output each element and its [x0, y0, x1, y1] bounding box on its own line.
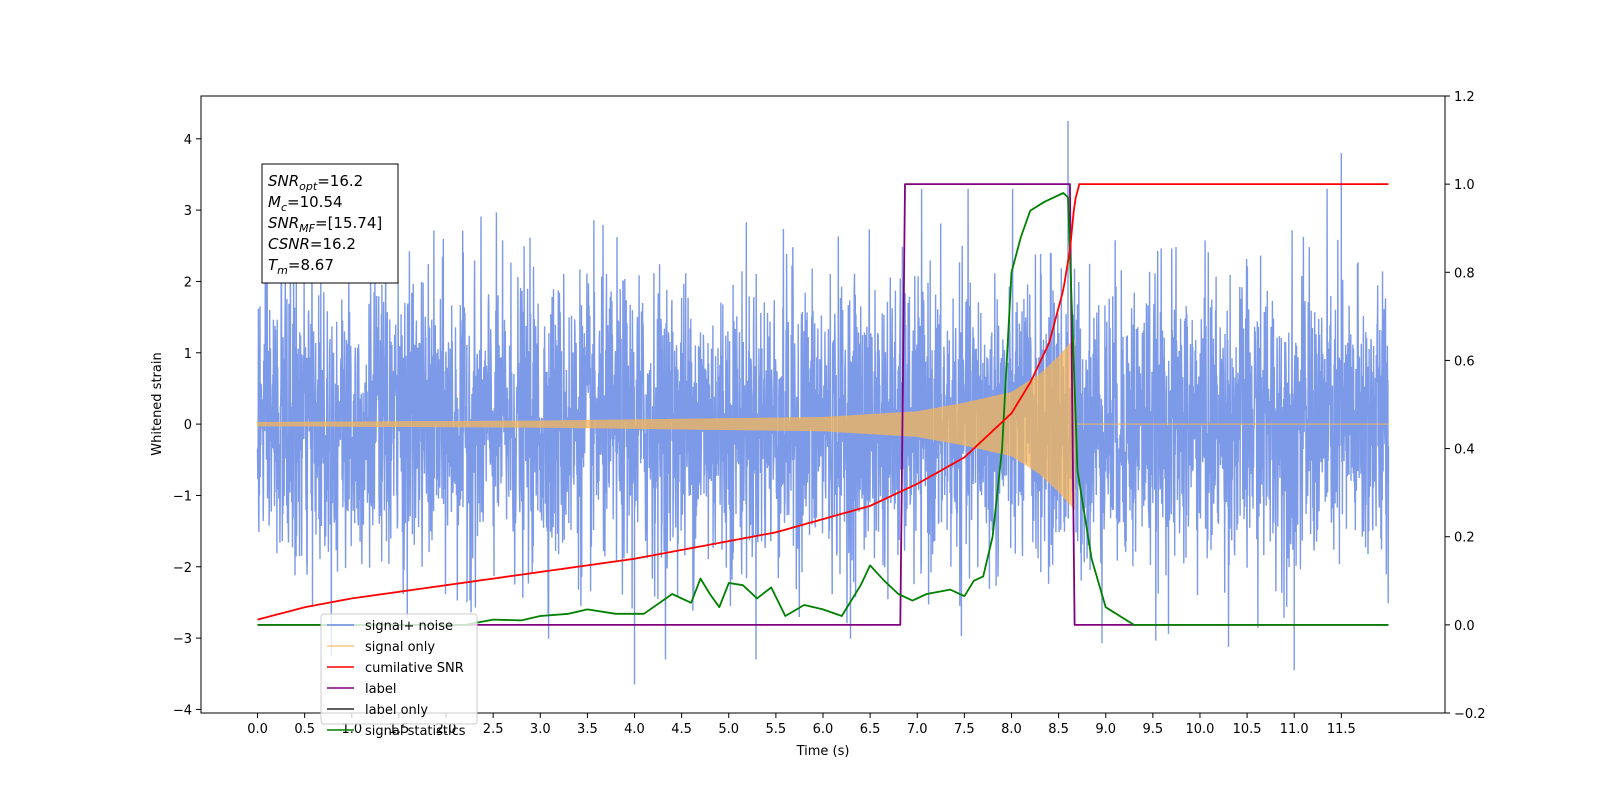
x-tick-label: 1.5: [389, 722, 410, 737]
legend-label: label: [365, 682, 396, 697]
info-box-line: Mc=10.54: [268, 193, 343, 214]
info-box-line: SNRopt=16.2: [268, 172, 363, 193]
info-box-line: CSNR=16.2: [268, 235, 356, 253]
y-tick-label: −4: [173, 703, 192, 718]
y-tick-label: 3: [184, 204, 192, 219]
series-cumilative-snr-line: [257, 183, 1389, 621]
x-tick-label: 4.5: [671, 722, 692, 737]
x-tick-label: 4.0: [624, 722, 645, 737]
y-tick-label: 1: [184, 347, 192, 362]
info-box-subscript: opt: [299, 180, 318, 193]
info-box-value: =10.54: [287, 193, 343, 211]
y2-tick-label: 0.6: [1454, 354, 1475, 369]
legend-frame: [320, 613, 478, 725]
series-signal-only-line: [256, 339, 1389, 510]
info-box-symbol: SNR: [268, 172, 299, 190]
info-box-value: =16.2: [317, 172, 363, 190]
y-tick-label: −3: [173, 632, 192, 647]
y2-tick-label: −0.2: [1454, 707, 1486, 722]
x-tick-label: 8.0: [1001, 722, 1022, 737]
x-tick-label: 10.0: [1185, 722, 1214, 737]
series-label-line: [257, 183, 1389, 626]
info-box-symbol: M: [268, 193, 281, 211]
info-box-value: =8.67: [288, 256, 334, 274]
info-box-symbol: T: [268, 256, 279, 274]
x-tick-label: 2.0: [436, 722, 457, 737]
x-tick-label: 2.5: [483, 722, 504, 737]
legend: signal+ noise signal only cumilative SNR la…: [320, 613, 478, 739]
y-axis-title: Whitened strain: [150, 352, 165, 455]
x-tick-label: 3.5: [577, 722, 598, 737]
x-tick-label: 7.5: [954, 722, 975, 737]
x-tick-label: 0.5: [294, 722, 315, 737]
legend-label: signal statistics: [365, 724, 466, 739]
x-tick-label: 11.5: [1327, 722, 1356, 737]
x-tick-label: 6.5: [860, 722, 881, 737]
x-tick-label: 6.0: [813, 722, 834, 737]
legend-label: cumilative SNR: [365, 661, 464, 676]
y-tick-label: 4: [184, 133, 192, 148]
y-tick-label: 0: [184, 418, 192, 433]
y2-tick-label: 1.2: [1454, 90, 1475, 105]
info-box-line: SNRMF=[15.74]: [268, 214, 382, 235]
info-box-line: Tm=8.67: [268, 256, 334, 277]
y2-tick-label: 0.8: [1454, 266, 1475, 281]
info-box-subscript: c: [281, 201, 287, 214]
series-signal-statistics-line: [257, 192, 1389, 626]
y2-tick-label: 0.4: [1454, 443, 1475, 458]
info-box-value: =16.2: [310, 235, 356, 253]
info-box: SNRopt=16.2Mc=10.54SNRMF=[15.74]CSNR=16.…: [261, 163, 399, 284]
info-box-frame: [261, 163, 399, 284]
y2-tick-label: 0.2: [1454, 531, 1475, 546]
y-tick-label: −2: [173, 561, 192, 576]
info-box-symbol: SNR: [268, 214, 299, 232]
info-box-subscript: m: [277, 264, 288, 277]
x-tick-label: 10.5: [1233, 722, 1262, 737]
x-tick-label: 7.0: [907, 722, 928, 737]
info-box-value: =[15.74]: [315, 214, 382, 232]
x-tick-label: 5.5: [766, 722, 787, 737]
legend-label: signal+ noise: [365, 619, 453, 634]
legend-label: signal only: [365, 640, 435, 655]
x-tick-label: 11.0: [1280, 722, 1309, 737]
y2-tick-label: 0.0: [1454, 619, 1475, 634]
info-box-symbol: CSNR: [268, 235, 310, 253]
x-tick-label: 3.0: [530, 722, 551, 737]
x-axis-title: Time (s): [796, 744, 850, 759]
series-signal-noise-line: [256, 121, 1390, 685]
x-tick-label: 0.0: [247, 722, 268, 737]
y-tick-label: 2: [184, 275, 192, 290]
legend-label: label only: [365, 703, 428, 718]
x-tick-label: 9.0: [1095, 722, 1116, 737]
x-tick-label: 9.5: [1143, 722, 1164, 737]
x-tick-label: 5.0: [718, 722, 739, 737]
info-box-subscript: MF: [299, 222, 315, 235]
y2-tick-label: 1.0: [1454, 178, 1475, 193]
y-tick-label: −1: [173, 489, 192, 504]
x-tick-label: 8.5: [1048, 722, 1069, 737]
